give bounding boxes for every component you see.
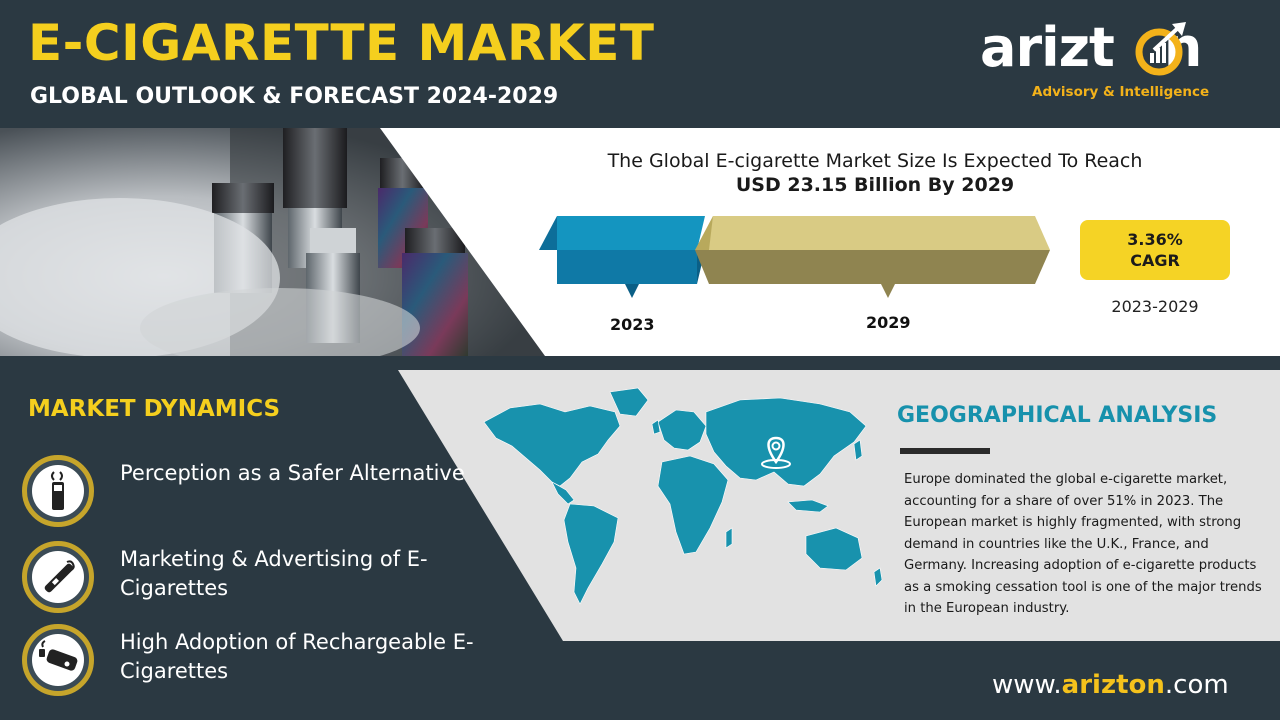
australia-shape	[805, 527, 863, 571]
site-brand: arizton	[1061, 670, 1165, 700]
arizton-logo[interactable]: arizt n Advisory & Intelligence	[980, 16, 1230, 106]
location-pin-icon	[761, 436, 791, 469]
bar-2023-pointer	[625, 284, 639, 298]
logo-wordmark: arizt n	[980, 16, 1202, 79]
bar-2029-top	[709, 216, 1050, 250]
vape-pen-icon	[44, 560, 75, 593]
dynamics-icon-badge	[22, 541, 94, 613]
europe-shape	[657, 409, 707, 451]
japan-shape	[853, 439, 863, 461]
dynamics-item-label: High Adoption of Rechargeable E-Cigarett…	[120, 630, 474, 683]
dynamics-item-marketing: Marketing & Advertising of E-Cigarettes	[22, 541, 522, 613]
bar-2023	[557, 250, 697, 284]
headline-line-2: USD 23.15 Billion By 2029	[735, 174, 1015, 196]
greenland-shape	[609, 387, 649, 417]
website-link[interactable]: www.arizton.com	[992, 670, 1229, 700]
cigarette-smoke-icon	[51, 471, 64, 510]
dynamics-icon-badge	[22, 624, 94, 696]
page-subtitle: GLOBAL OUTLOOK & FORECAST 2024-2029	[30, 84, 559, 109]
dynamics-icon-badge	[22, 455, 94, 527]
bar-2029-pointer	[881, 284, 895, 298]
tick-label-2023: 2023	[610, 315, 655, 334]
market-dynamics-title: MARKET DYNAMICS	[28, 396, 281, 422]
market-size-headline: The Global E-cigarette Market Size Is Ex…	[570, 150, 1180, 196]
africa-shape	[657, 455, 729, 555]
logo-tagline: Advisory & Intelligence	[1032, 84, 1210, 100]
logo-target-icon	[1135, 22, 1186, 76]
dynamics-item-label: Marketing & Advertising of E-Cigarettes	[120, 547, 428, 600]
uk-shape	[651, 419, 661, 435]
dynamics-item-rechargeable: High Adoption of Rechargeable E-Cigarett…	[22, 624, 522, 696]
bar-2023-top	[557, 216, 705, 250]
asia-shape	[705, 397, 867, 487]
new-zealand-shape	[873, 567, 883, 587]
cagr-badge: 3.36% CAGR	[1080, 220, 1230, 280]
geographical-title: GEOGRAPHICAL ANALYSIS	[897, 403, 1218, 428]
site-suffix: .com	[1164, 670, 1229, 700]
rechargeable-ecig-icon	[39, 640, 78, 671]
cagr-value: 3.36%	[1127, 230, 1183, 249]
cagr-period: 2023-2029	[1111, 297, 1199, 316]
indonesia-shape	[787, 499, 829, 513]
central-america-shape	[551, 481, 575, 505]
tick-label-2029: 2029	[866, 313, 911, 332]
title-underline	[900, 448, 990, 454]
header: E-CIGARETTE MARKET GLOBAL OUTLOOK & FORE…	[0, 0, 1280, 128]
cagr-label: CAGR	[1130, 251, 1180, 270]
geographical-description: Europe dominated the global e-cigarette …	[904, 472, 1262, 616]
bar-2029	[695, 250, 1050, 284]
south-america-shape	[563, 503, 619, 605]
madagascar-shape	[725, 527, 733, 549]
north-america-shape	[483, 403, 621, 487]
dynamics-item-label: Perception as a Safer Alternative	[120, 461, 465, 485]
market-size-chart	[539, 216, 1050, 298]
page-title: E-CIGARETTE MARKET	[28, 14, 655, 72]
dynamics-item-safer-alternative: Perception as a Safer Alternative	[22, 455, 522, 527]
world-map	[483, 387, 883, 605]
site-prefix: www.	[992, 670, 1062, 700]
headline-line-1: The Global E-cigarette Market Size Is Ex…	[607, 150, 1143, 172]
